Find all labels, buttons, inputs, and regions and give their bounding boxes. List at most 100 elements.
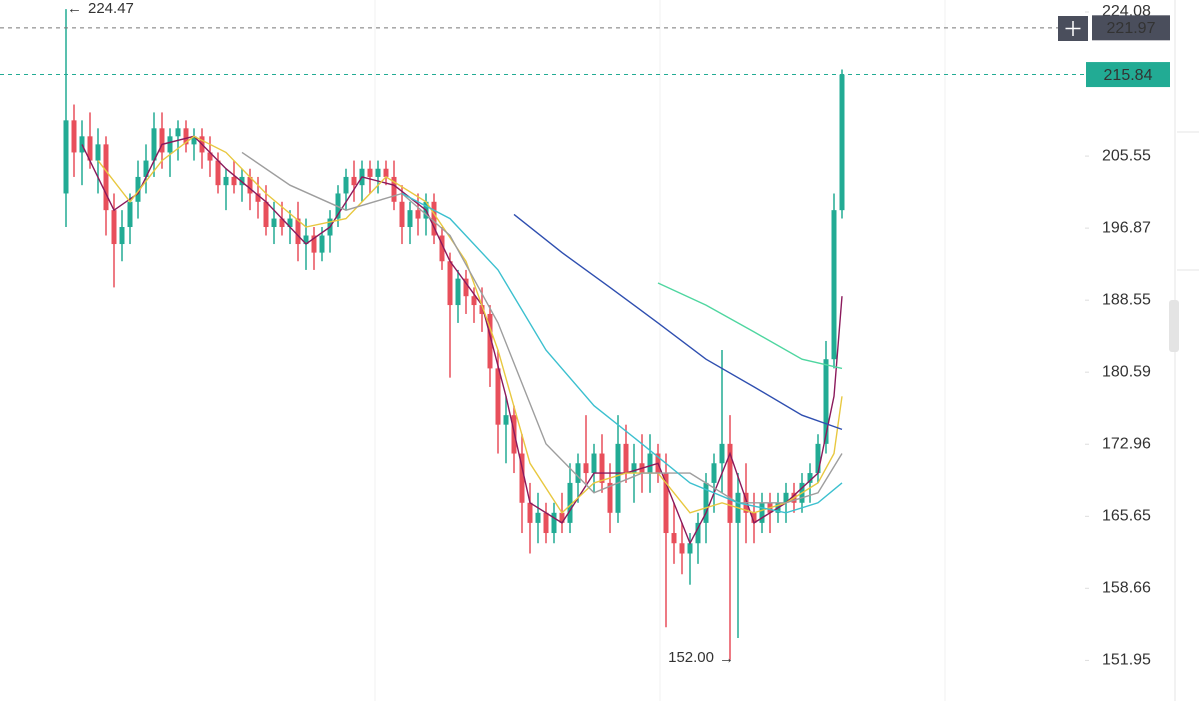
candle-body: [519, 453, 525, 503]
y-tick-label: 188.55: [1102, 291, 1151, 308]
candle-body: [439, 235, 445, 262]
candle-body: [679, 543, 685, 554]
candle-body: [119, 227, 125, 245]
moving-average: [81, 135, 843, 545]
moving-average: [97, 135, 843, 514]
candle-body: [607, 482, 613, 513]
candle-body: [543, 512, 549, 534]
candle-body: [831, 210, 837, 360]
scroll-handle[interactable]: [1169, 300, 1179, 352]
moving-average: [513, 213, 843, 431]
candle-body: [151, 128, 157, 161]
candle-body: [727, 443, 733, 523]
crosshair-price-box: [1092, 15, 1170, 41]
y-tick-label: 151.95: [1102, 652, 1151, 669]
candle-body: [303, 235, 309, 245]
candle-body: [495, 368, 501, 425]
candle-body: [311, 235, 317, 253]
candle-body: [111, 210, 117, 245]
candle-body: [599, 453, 605, 483]
y-tick-label: 205.55: [1102, 147, 1151, 164]
candle-body: [535, 512, 541, 523]
candle-body: [255, 193, 261, 202]
candle-body: [247, 176, 253, 194]
candle-body: [479, 305, 485, 314]
candle-body: [455, 278, 461, 306]
candle-body: [295, 218, 301, 245]
candle-body: [471, 296, 477, 306]
candle-body: [719, 443, 725, 464]
candle-body: [143, 160, 149, 177]
candle-body: [95, 144, 101, 161]
candle-body: [615, 443, 621, 513]
candle-body: [375, 168, 381, 177]
side-panel: [1175, 0, 1199, 701]
candle-body: [815, 443, 821, 474]
candle-body: [367, 168, 373, 177]
y-tick-label: 158.66: [1102, 580, 1151, 597]
candle-body: [191, 136, 197, 145]
candle-body: [583, 463, 589, 474]
candle-body: [223, 176, 229, 186]
candle-body: [287, 218, 293, 228]
candle-body: [415, 210, 421, 219]
candle-body: [567, 482, 573, 523]
candle-body: [663, 473, 669, 534]
high-label: 224.47: [88, 0, 134, 17]
candle-body: [271, 218, 277, 228]
candle-body: [79, 136, 85, 153]
candle-body: [279, 218, 285, 228]
candle-body: [71, 120, 77, 153]
y-tick-label: 172.96: [1102, 435, 1151, 452]
candle-body: [751, 512, 757, 523]
candle-body: [207, 152, 213, 161]
candle-body: [447, 261, 453, 306]
moving-average: [657, 282, 843, 370]
candle-body: [631, 463, 637, 474]
plus-icon: [1065, 21, 1081, 36]
candle-body: [383, 168, 389, 177]
arrow-right: →: [719, 650, 734, 667]
candle-body: [783, 492, 789, 503]
last-price-box: [1086, 62, 1170, 88]
candle-body: [759, 502, 765, 523]
candle-body: [343, 176, 349, 194]
candle-body: [351, 176, 357, 186]
candle-body: [87, 136, 93, 161]
candle-body: [839, 74, 845, 211]
moving-average: [241, 151, 843, 504]
candle-body: [399, 201, 405, 228]
y-tick-label: 196.87: [1102, 219, 1151, 236]
candle-body: [559, 512, 565, 523]
candle-body: [463, 278, 469, 297]
candle-body: [575, 463, 581, 483]
candle-body: [671, 533, 677, 544]
candle-body: [823, 359, 829, 444]
candle-body: [407, 210, 413, 228]
y-tick-label: 180.59: [1102, 363, 1151, 380]
candle-body: [431, 201, 437, 236]
candle-body: [591, 453, 597, 474]
candle-body: [687, 543, 693, 554]
candle-body: [183, 128, 189, 145]
grid: [374, 0, 946, 701]
plot: 151.95 158.66 165.65 172.96 180.59 188.55 196.…: [63, 3, 1151, 669]
candle-body: [527, 502, 533, 523]
candle-body: [103, 144, 109, 211]
y-tick-label: 165.65: [1102, 508, 1151, 525]
last-price-label: 215.84: [1104, 67, 1153, 84]
candle-body: [503, 415, 509, 425]
candle-body: [175, 128, 181, 137]
arrow-left: ←: [67, 0, 82, 17]
candle-body: [63, 120, 69, 194]
candle-body: [159, 128, 165, 153]
candle-body: [623, 443, 629, 474]
candle-body: [647, 453, 653, 474]
crosshair-price-label: 221.97: [1107, 20, 1156, 37]
candle-body: [127, 201, 133, 228]
candle-body: [695, 522, 701, 544]
low-label: 152.00: [668, 649, 714, 666]
candle-body: [263, 201, 269, 228]
candle-body: [551, 512, 557, 534]
